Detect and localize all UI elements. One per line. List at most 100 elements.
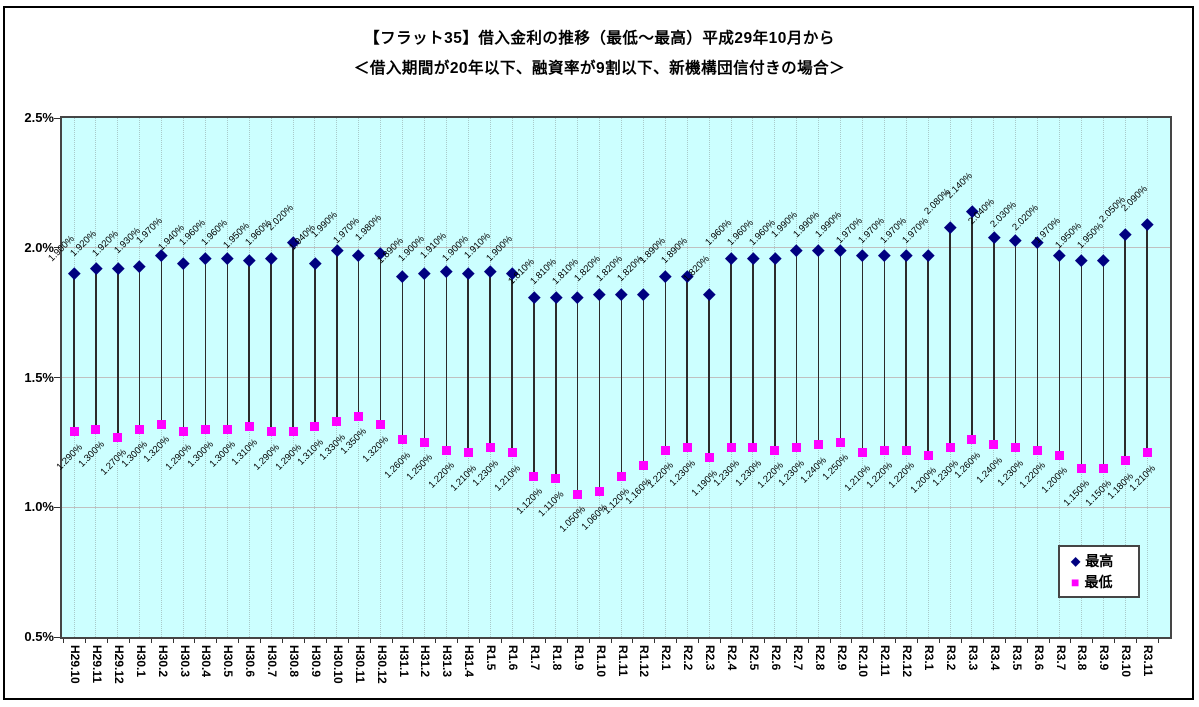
high-low-line — [467, 273, 469, 453]
min-data-label: 1.250% — [820, 452, 852, 483]
max-data-point — [922, 249, 935, 262]
x-axis-category-label: R2.12 — [900, 645, 915, 678]
max-data-point — [396, 270, 409, 283]
plot-area: 1.900% 1.290% 1.920% 1.300% 1.920% 1.270% 1.93… — [46, 116, 1172, 639]
high-low-line — [489, 271, 491, 448]
min-data-point — [376, 419, 386, 429]
high-low-line — [883, 255, 886, 451]
x-axis-category-label: R2.9 — [834, 645, 849, 671]
square-icon: ■ — [1071, 574, 1080, 590]
x-axis-tick — [347, 639, 349, 643]
x-axis-tick — [654, 639, 656, 643]
high-low-line — [314, 263, 316, 427]
min-data-point — [485, 443, 495, 453]
x-axis-tick — [785, 639, 787, 643]
high-low-line — [993, 237, 995, 445]
x-axis-category-label: H30.3 — [177, 645, 192, 678]
high-low-line — [752, 258, 754, 448]
min-data-point — [441, 445, 451, 455]
y-axis-tick-label: 0.5% — [24, 629, 54, 644]
min-data-point — [179, 427, 188, 437]
x-axis-tick — [741, 639, 743, 643]
min-data-point — [660, 445, 670, 455]
high-low-line — [511, 273, 513, 453]
x-axis-category-label: R1.8 — [549, 645, 564, 671]
min-data-point — [682, 443, 692, 453]
high-low-line — [292, 242, 294, 432]
min-data-point — [748, 443, 758, 453]
high-low-line — [708, 294, 710, 458]
min-data-point — [157, 419, 167, 429]
high-low-line — [423, 273, 426, 443]
max-data-point — [133, 259, 146, 272]
x-axis-tick — [435, 639, 437, 643]
max-data-point — [812, 244, 825, 257]
max-data-point — [308, 257, 321, 270]
x-axis-category-label: R3.8 — [1075, 645, 1090, 671]
x-axis-tick — [282, 639, 283, 643]
x-axis-category-label: H31.4 — [462, 645, 477, 678]
x-axis-tick — [917, 639, 919, 643]
high-low-line — [336, 250, 338, 422]
high-low-line — [1058, 255, 1061, 456]
x-axis-tick — [939, 639, 940, 643]
x-axis-category-label: H30.7 — [265, 645, 280, 678]
max-data-point — [89, 262, 102, 275]
high-low-line — [117, 268, 119, 438]
high-low-line — [817, 250, 820, 445]
min-data-label: 1.230% — [667, 457, 698, 489]
high-low-line — [73, 273, 75, 432]
high-low-line — [357, 255, 360, 417]
x-axis-category-label: H30.11 — [352, 645, 367, 684]
x-axis-tick — [325, 639, 327, 643]
max-data-point — [571, 290, 584, 304]
high-low-line — [1124, 234, 1126, 461]
max-data-point — [1053, 249, 1066, 262]
min-data-point — [770, 445, 780, 455]
min-data-point — [923, 450, 933, 460]
min-data-point — [638, 461, 648, 471]
diamond-icon: ◆ — [1071, 554, 1081, 568]
min-data-point — [529, 471, 539, 481]
min-data-point — [1142, 448, 1152, 458]
x-axis-category-label: R2.8 — [812, 645, 827, 671]
min-data-point — [288, 427, 298, 437]
x-axis-tick — [1114, 639, 1116, 643]
min-data-point — [901, 445, 911, 455]
x-axis-category-label: R3.1 — [922, 645, 937, 671]
min-data-point — [1033, 445, 1043, 455]
x-axis-category-label: R3.3 — [965, 645, 980, 671]
x-axis-tick — [260, 639, 262, 643]
chart-outer-border — [3, 6, 1194, 700]
min-data-point — [879, 445, 889, 455]
y-axis-tick-label: 1.0% — [24, 499, 54, 515]
x-axis-category-label: R3.10 — [1119, 645, 1134, 678]
high-low-line — [642, 294, 645, 466]
high-low-line — [555, 297, 557, 479]
grid-hline — [62, 377, 1170, 378]
high-low-line — [1080, 260, 1083, 469]
x-axis-tick — [763, 639, 765, 643]
x-axis-category-label: R1.5 — [484, 645, 499, 671]
high-low-line — [270, 258, 272, 432]
x-axis-tick — [851, 639, 853, 643]
max-data-point — [462, 267, 475, 280]
x-axis-category-label: R3.9 — [1097, 645, 1112, 671]
high-low-line — [160, 255, 163, 425]
max-data-point — [527, 290, 540, 304]
x-axis-tick — [982, 639, 984, 643]
x-axis-category-label: R3.7 — [1053, 645, 1068, 671]
legend-label-max: 最高 — [1085, 553, 1114, 569]
high-low-line — [533, 297, 535, 477]
max-data-point — [177, 257, 190, 270]
max-data-point — [1097, 254, 1110, 267]
max-data-point — [593, 288, 606, 301]
x-axis-tick — [522, 639, 524, 643]
max-data-point — [746, 252, 759, 265]
high-low-line — [795, 250, 798, 448]
min-data-point — [967, 435, 977, 445]
high-low-line — [927, 255, 929, 456]
legend: ◆ 最高 ■ 最低 — [1058, 545, 1140, 598]
high-low-line — [401, 276, 404, 440]
min-data-point — [310, 422, 320, 432]
